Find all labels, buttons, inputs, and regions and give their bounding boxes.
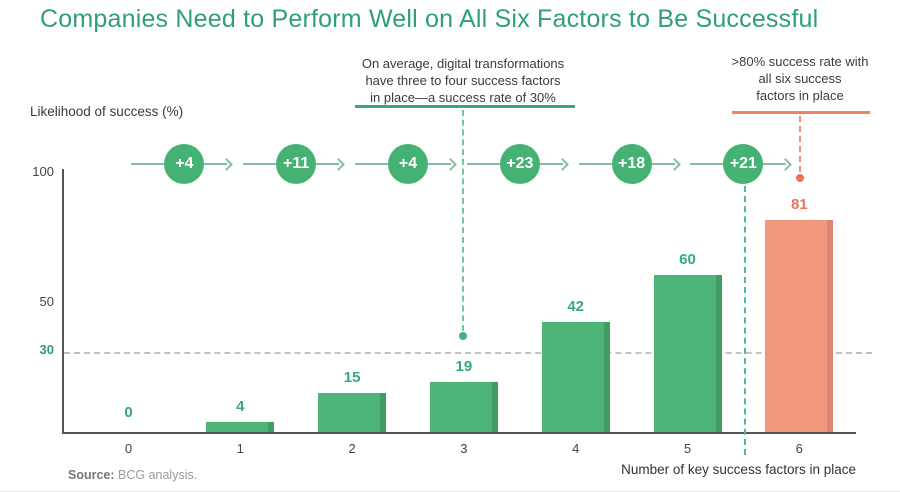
bar-6 bbox=[765, 219, 834, 432]
bar-value-3: 19 bbox=[455, 358, 473, 376]
delta-arrowhead-icon bbox=[444, 158, 457, 171]
x-tick-2: 2 bbox=[348, 441, 356, 456]
y-axis-line bbox=[62, 169, 64, 433]
callout-dashed-line-orange bbox=[799, 116, 801, 172]
bar-value-5: 60 bbox=[679, 250, 696, 268]
delta-badge-5: +18 bbox=[611, 144, 652, 184]
delta-arrowhead-icon bbox=[667, 158, 681, 171]
annotation-average-underline bbox=[355, 105, 575, 108]
annotation-six-line2: all six success bbox=[758, 71, 842, 86]
delta-arrowhead-icon bbox=[332, 158, 346, 171]
annotation-average-line3: in place—a success rate of 30% bbox=[370, 90, 556, 105]
y-tick-50: 50 bbox=[39, 294, 54, 309]
delta-badge-3: +4 bbox=[388, 144, 428, 184]
bar-1 bbox=[206, 421, 275, 432]
annotation-six-line1: >80% success rate with bbox=[731, 54, 869, 69]
bar-2 bbox=[318, 392, 387, 432]
callout-dashed-line-green bbox=[462, 110, 464, 331]
bar-value-4: 42 bbox=[567, 297, 585, 315]
delta-arrowhead-icon bbox=[220, 158, 234, 171]
y-axis-title: Likelihood of success (%) bbox=[30, 104, 184, 119]
x-tick-0: 0 bbox=[124, 441, 133, 456]
bar-value-0: 0 bbox=[124, 404, 133, 421]
bar-5 bbox=[653, 274, 722, 432]
bar-3 bbox=[429, 382, 498, 432]
source-text: BCG analysis. bbox=[114, 468, 198, 482]
delta-badge-2: +11 bbox=[276, 144, 317, 184]
source-label: Source: bbox=[68, 468, 115, 482]
y-tick-100: 100 bbox=[32, 164, 54, 179]
annotation-average: On average, digital transformations have… bbox=[343, 55, 583, 106]
x-axis-title: Number of key success factors in place bbox=[621, 462, 856, 477]
delta-arrowhead-icon bbox=[555, 158, 569, 171]
callout-dot-green bbox=[459, 332, 467, 340]
callout-dot-orange bbox=[796, 174, 804, 182]
annotation-six-line3: factors in place bbox=[756, 88, 844, 103]
source-note: Source: BCG analysis. bbox=[68, 468, 197, 482]
chart-title: Companies Need to Perform Well on All Si… bbox=[40, 5, 819, 33]
delta-badge-4: +23 bbox=[499, 144, 540, 184]
bar-value-2: 15 bbox=[343, 368, 361, 386]
annotation-six-underline bbox=[732, 111, 870, 114]
x-axis-line bbox=[62, 432, 856, 434]
reference-line-30 bbox=[64, 352, 872, 354]
annotation-average-line2: have three to four success factors bbox=[365, 73, 561, 88]
divider-dashed-line-teal bbox=[744, 186, 746, 455]
delta-badge-6: +21 bbox=[723, 144, 764, 184]
y-ref-label-30: 30 bbox=[39, 342, 54, 357]
delta-arrowhead-icon bbox=[779, 158, 793, 171]
x-tick-1: 1 bbox=[236, 441, 244, 456]
x-tick-6: 6 bbox=[795, 441, 803, 456]
x-tick-4: 4 bbox=[572, 441, 580, 456]
delta-badge-1: +4 bbox=[164, 144, 205, 184]
bar-value-1: 4 bbox=[236, 397, 245, 415]
bar-4 bbox=[541, 321, 610, 432]
x-tick-5: 5 bbox=[683, 441, 692, 456]
x-tick-3: 3 bbox=[460, 441, 468, 456]
annotation-six-factors: >80% success rate with all six success f… bbox=[725, 53, 875, 104]
bar-value-6: 81 bbox=[790, 195, 808, 213]
annotation-average-line1: On average, digital transformations bbox=[361, 56, 565, 71]
